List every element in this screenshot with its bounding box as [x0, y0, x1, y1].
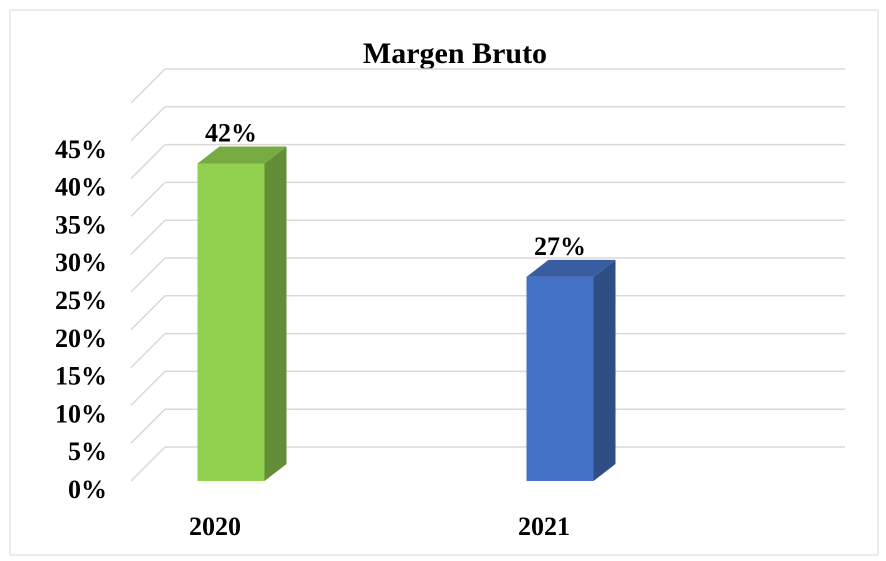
grid-line: [130, 68, 166, 104]
y-tick-label: 45%: [55, 135, 107, 164]
data-label: 42%: [205, 118, 257, 147]
y-tick-label: 20%: [55, 324, 107, 353]
bar: [197, 163, 265, 482]
grid-line: [130, 144, 166, 180]
bar-side: [593, 259, 616, 481]
y-tick-label: 35%: [55, 210, 107, 239]
y-tick-label: 25%: [55, 286, 107, 315]
grid-line: [130, 408, 166, 444]
bar-side: [264, 146, 287, 482]
chart-title: Margen Bruto: [363, 37, 547, 70]
grid-line: [130, 219, 166, 255]
grid-line: [130, 106, 166, 142]
x-tick-label: 2020: [189, 512, 241, 541]
grid-line: [130, 370, 166, 406]
grid-line: [130, 181, 166, 217]
y-tick-label: 40%: [55, 173, 107, 202]
bar-top: [526, 259, 616, 277]
grid-line: [130, 295, 166, 331]
bar-top: [197, 146, 287, 164]
data-label: 27%: [534, 232, 586, 261]
x-tick-label: 2021: [518, 512, 570, 541]
grid-line: [130, 257, 166, 293]
chart-frame: [9, 9, 879, 556]
y-tick-label: 30%: [55, 248, 107, 277]
y-tick-label: 0%: [68, 475, 107, 504]
grid-line: [130, 446, 166, 482]
y-tick-label: 10%: [55, 399, 107, 428]
y-tick-label: 15%: [55, 362, 107, 391]
grid-line: [130, 333, 166, 369]
y-tick-label: 5%: [68, 437, 107, 466]
bar: [526, 276, 594, 481]
